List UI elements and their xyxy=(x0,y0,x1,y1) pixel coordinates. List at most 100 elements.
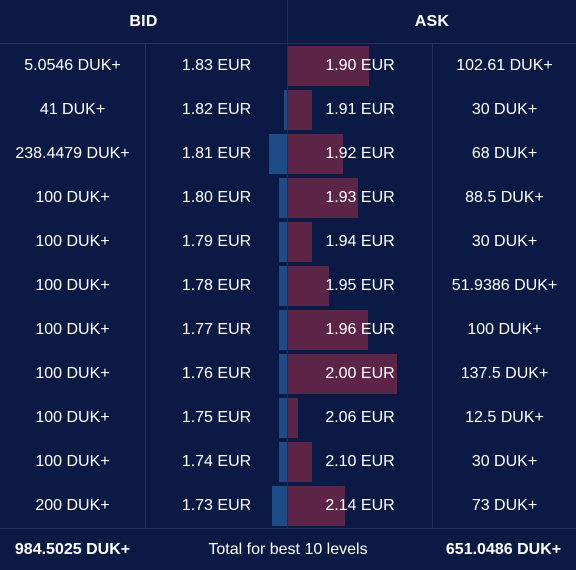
total-label: Total for best 10 levels xyxy=(208,540,368,558)
ask-quantity[interactable]: 30 DUK+ xyxy=(433,220,576,264)
ask-depth-bar xyxy=(288,486,345,526)
ask-quantity[interactable]: 100 DUK+ xyxy=(433,308,576,352)
ask-price[interactable]: 2.14 EUR xyxy=(288,484,433,528)
ask-price[interactable]: 2.10 EUR xyxy=(288,440,433,484)
bid-quantity[interactable]: 100 DUK+ xyxy=(0,264,145,308)
order-level-row[interactable]: 41 DUK+ 1.82 EUR 1.91 EUR 30 DUK+ xyxy=(0,88,576,132)
bid-quantity[interactable]: 100 DUK+ xyxy=(0,220,145,264)
order-level-row[interactable]: 100 DUK+ 1.75 EUR 2.06 EUR 12.5 DUK+ xyxy=(0,396,576,440)
bid-depth-bar xyxy=(279,266,287,306)
order-level-row[interactable]: 100 DUK+ 1.74 EUR 2.10 EUR 30 DUK+ xyxy=(0,440,576,484)
ask-quantity-text: 100 DUK+ xyxy=(467,321,542,338)
ask-depth-bar xyxy=(288,442,312,482)
ask-quantity[interactable]: 30 DUK+ xyxy=(433,88,576,132)
ask-quantity[interactable]: 88.5 DUK+ xyxy=(433,176,576,220)
ask-price[interactable]: 1.94 EUR xyxy=(288,220,433,264)
bid-quantity-text: 238.4479 DUK+ xyxy=(15,145,130,162)
bid-depth-bar xyxy=(269,134,287,174)
bid-price-text: 1.81 EUR xyxy=(181,145,252,162)
ask-quantity[interactable]: 137.5 DUK+ xyxy=(433,352,576,396)
ask-quantity[interactable]: 73 DUK+ xyxy=(433,484,576,528)
bid-quantity[interactable]: 100 DUK+ xyxy=(0,396,145,440)
order-level-row[interactable]: 5.0546 DUK+ 1.83 EUR 1.90 EUR 102.61 DUK+ xyxy=(0,44,576,88)
ask-quantity-text: 30 DUK+ xyxy=(471,233,538,250)
order-level-row[interactable]: 100 DUK+ 1.80 EUR 1.93 EUR 88.5 DUK+ xyxy=(0,176,576,220)
bid-quantity[interactable]: 238.4479 DUK+ xyxy=(0,132,145,176)
bid-price[interactable]: 1.76 EUR xyxy=(145,352,288,396)
bid-quantity[interactable]: 41 DUK+ xyxy=(0,88,145,132)
ask-depth-bar xyxy=(288,134,343,174)
bid-price-text: 1.80 EUR xyxy=(181,189,252,206)
bid-quantity[interactable]: 100 DUK+ xyxy=(0,308,145,352)
ask-quantity-text: 30 DUK+ xyxy=(471,101,538,118)
ask-quantity[interactable]: 30 DUK+ xyxy=(433,440,576,484)
bid-price[interactable]: 1.80 EUR xyxy=(145,176,288,220)
ask-quantity-text: 30 DUK+ xyxy=(471,453,538,470)
bid-depth-bar xyxy=(279,442,287,482)
ask-price[interactable]: 1.92 EUR xyxy=(288,132,433,176)
ask-price[interactable]: 1.90 EUR xyxy=(288,44,433,88)
order-level-row[interactable]: 100 DUK+ 1.76 EUR 2.00 EUR 137.5 DUK+ xyxy=(0,352,576,396)
bid-quantity[interactable]: 100 DUK+ xyxy=(0,440,145,484)
bid-quantity[interactable]: 100 DUK+ xyxy=(0,352,145,396)
ask-quantity-text: 88.5 DUK+ xyxy=(465,189,544,206)
bid-price[interactable]: 1.81 EUR xyxy=(145,132,288,176)
bid-quantity-text: 41 DUK+ xyxy=(39,101,106,118)
ask-price-text: 2.10 EUR xyxy=(325,453,395,470)
ask-depth-bar xyxy=(288,46,369,86)
bid-price[interactable]: 1.73 EUR xyxy=(145,484,288,528)
ask-depth-bar xyxy=(288,354,397,394)
ask-price-text: 1.90 EUR xyxy=(325,57,395,74)
bid-quantity-text: 100 DUK+ xyxy=(35,233,110,250)
bid-price[interactable]: 1.79 EUR xyxy=(145,220,288,264)
order-book-header: BID ASK xyxy=(0,0,576,44)
ask-price[interactable]: 1.95 EUR xyxy=(288,264,433,308)
ask-quantity[interactable]: 12.5 DUK+ xyxy=(433,396,576,440)
ask-price[interactable]: 1.93 EUR xyxy=(288,176,433,220)
bid-quantity-text: 100 DUK+ xyxy=(35,453,110,470)
bid-price[interactable]: 1.75 EUR xyxy=(145,396,288,440)
bid-price-text: 1.79 EUR xyxy=(181,233,252,250)
ask-quantity-text: 12.5 DUK+ xyxy=(465,409,544,426)
bid-price[interactable]: 1.78 EUR xyxy=(145,264,288,308)
ask-price-text: 1.92 EUR xyxy=(325,145,395,162)
bid-quantity-text: 100 DUK+ xyxy=(35,365,110,382)
ask-total: 651.0486 DUK+ xyxy=(445,540,562,558)
ask-price-text: 2.00 EUR xyxy=(325,365,395,382)
bid-price-text: 1.73 EUR xyxy=(181,497,252,514)
order-level-row[interactable]: 100 DUK+ 1.79 EUR 1.94 EUR 30 DUK+ xyxy=(0,220,576,264)
ask-price-text: 2.06 EUR xyxy=(325,409,395,426)
ask-depth-bar xyxy=(288,310,368,350)
ask-depth-bar xyxy=(288,266,329,306)
ask-quantity-text: 68 DUK+ xyxy=(471,145,538,162)
order-level-row[interactable]: 238.4479 DUK+ 1.81 EUR 1.92 EUR 68 DUK+ xyxy=(0,132,576,176)
ask-price[interactable]: 1.91 EUR xyxy=(288,88,433,132)
bid-price-text: 1.77 EUR xyxy=(181,321,252,338)
ask-price[interactable]: 2.06 EUR xyxy=(288,396,433,440)
order-book-footer: 984.5025 DUK+ Total for best 10 levels 6… xyxy=(0,528,576,570)
order-level-row[interactable]: 200 DUK+ 1.73 EUR 2.14 EUR 73 DUK+ xyxy=(0,484,576,528)
ask-quantity-text: 73 DUK+ xyxy=(471,497,538,514)
bid-price[interactable]: 1.83 EUR xyxy=(145,44,288,88)
ask-quantity[interactable]: 68 DUK+ xyxy=(433,132,576,176)
bid-depth-bar xyxy=(279,398,287,438)
ask-price-text: 1.91 EUR xyxy=(325,101,395,118)
order-level-row[interactable]: 100 DUK+ 1.78 EUR 1.95 EUR 51.9386 DUK+ xyxy=(0,264,576,308)
bid-quantity[interactable]: 5.0546 DUK+ xyxy=(0,44,145,88)
ask-quantity[interactable]: 51.9386 DUK+ xyxy=(433,264,576,308)
ask-quantity[interactable]: 102.61 DUK+ xyxy=(433,44,576,88)
bid-price[interactable]: 1.74 EUR xyxy=(145,440,288,484)
ask-price[interactable]: 2.00 EUR xyxy=(288,352,433,396)
bid-quantity[interactable]: 200 DUK+ xyxy=(0,484,145,528)
order-level-row[interactable]: 100 DUK+ 1.77 EUR 1.96 EUR 100 DUK+ xyxy=(0,308,576,352)
bid-quantity-text: 5.0546 DUK+ xyxy=(24,57,121,74)
bid-quantity[interactable]: 100 DUK+ xyxy=(0,176,145,220)
bid-price-text: 1.82 EUR xyxy=(181,101,252,118)
ask-price-text: 2.14 EUR xyxy=(325,497,395,514)
bid-price[interactable]: 1.77 EUR xyxy=(145,308,288,352)
ask-price[interactable]: 1.96 EUR xyxy=(288,308,433,352)
bid-price[interactable]: 1.82 EUR xyxy=(145,88,288,132)
ask-depth-bar xyxy=(288,222,312,262)
bid-depth-bar xyxy=(279,310,287,350)
